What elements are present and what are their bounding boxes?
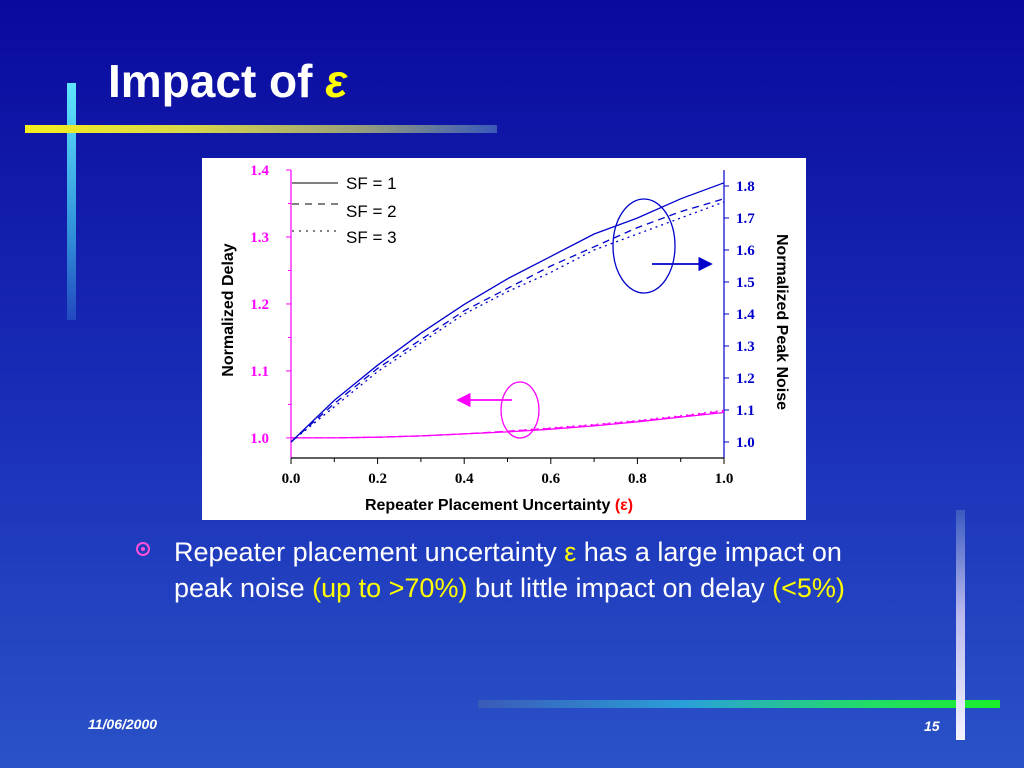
delay-line-sf1 <box>291 411 725 439</box>
title-symbol: ε <box>325 55 348 107</box>
legend-label-sf2: SF = 2 <box>346 202 397 221</box>
x-tick-label: 0.2 <box>368 471 387 487</box>
bullet-highlight-delay: (<5%) <box>772 573 845 603</box>
x-tick-label: 1.0 <box>715 471 734 487</box>
chart-series <box>290 182 725 443</box>
chart-panel: 0.0 0.2 0.4 0.6 0.8 1.0 1.0 1.1 1.2 1.3 1.4 1.0 1.1 1… <box>202 158 806 520</box>
x-axis-label-symbol: (ε) <box>615 497 633 514</box>
right-tick-label: 1.1 <box>736 403 755 419</box>
y-axis-label-left: Normalized Delay <box>220 243 237 376</box>
bullet-symbol: ε <box>564 537 577 567</box>
left-tick-label: 1.0 <box>250 431 269 447</box>
x-tick-label: 0.8 <box>628 471 647 487</box>
right-tick-label: 1.8 <box>736 179 755 195</box>
noise-line-sf1 <box>290 182 725 443</box>
right-accent-bar <box>956 510 965 740</box>
left-tick-label: 1.1 <box>250 364 269 380</box>
right-tick-label: 1.2 <box>736 371 755 387</box>
delay-group-ellipse <box>500 381 540 439</box>
x-tick-label: 0.0 <box>282 471 301 487</box>
right-tick-label: 1.7 <box>736 211 755 227</box>
footer-date: 11/06/2000 <box>88 716 158 732</box>
title-underline-bar <box>25 125 497 133</box>
noise-group-ellipse <box>612 198 676 294</box>
bullet-highlight-noise: (up to >70%) <box>312 573 468 603</box>
left-tick-label: 1.2 <box>250 297 269 313</box>
right-tick-label: 1.5 <box>736 275 755 291</box>
delay-line-sf2 <box>291 410 725 439</box>
target-bullet-icon <box>136 542 150 556</box>
y-axis-label-right: Normalized Peak Noise <box>773 234 790 410</box>
right-tick-label: 1.6 <box>736 243 755 259</box>
right-tick-label: 1.4 <box>736 307 755 323</box>
left-tick-label: 1.3 <box>250 230 269 246</box>
chart-annotations <box>456 198 713 439</box>
right-tick-label: 1.3 <box>736 339 755 355</box>
x-tick-label: 0.4 <box>455 471 474 487</box>
bullet-part1: Repeater placement uncertainty <box>174 537 565 567</box>
left-tick-label: 1.4 <box>250 163 269 179</box>
x-axis-label: Repeater Placement Uncertainty (ε) <box>365 497 633 514</box>
footer-accent-bar <box>478 700 1000 708</box>
x-tick-label: 0.6 <box>541 471 560 487</box>
title-text: Impact of <box>108 55 313 107</box>
right-tick-label: 1.0 <box>736 435 755 451</box>
delay-line-sf3 <box>291 409 725 439</box>
bullet-text: Repeater placement uncertainty ε has a l… <box>174 534 894 606</box>
chart-legend: SF = 1 SF = 2 SF = 3 <box>292 174 397 247</box>
left-accent-bar <box>67 83 76 320</box>
noise-line-sf2 <box>290 198 725 443</box>
page-number: 15 <box>924 718 940 734</box>
bullet-part2: has a large impact on peak noise <box>174 537 842 603</box>
chart-axes: 0.0 0.2 0.4 0.6 0.8 1.0 1.0 1.1 1.2 1.3 1.4 1.0 1.1 1… <box>250 163 755 487</box>
chart-svg: 0.0 0.2 0.4 0.6 0.8 1.0 1.0 1.1 1.2 1.3 1.4 1.0 1.1 1… <box>220 163 790 514</box>
slide-title: Impact of ε <box>108 54 347 108</box>
x-axis-label-text: Repeater Placement Uncertainty <box>365 497 615 514</box>
noise-line-sf3 <box>290 201 725 443</box>
bullet-part3: but little impact on delay <box>467 573 773 603</box>
legend-label-sf1: SF = 1 <box>346 174 397 193</box>
legend-label-sf3: SF = 3 <box>346 228 397 247</box>
